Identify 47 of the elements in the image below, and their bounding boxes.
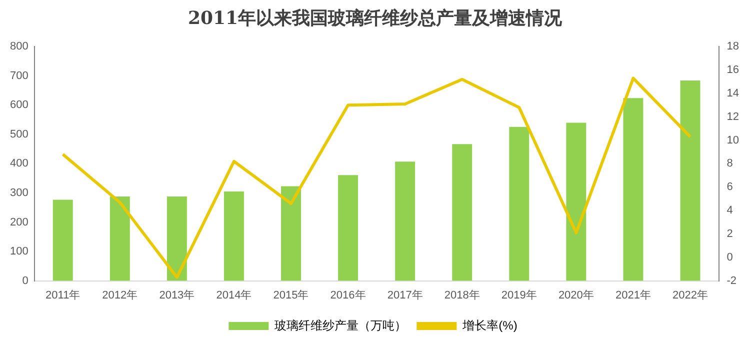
bar [338,175,358,281]
x-tick-label: 2021年 [615,289,651,302]
x-tick-label: 2019年 [501,289,537,302]
x-tick-label: 2016年 [330,289,366,302]
x-tick-label: 2022年 [672,289,708,302]
y2-tick-label: 0 [726,251,733,264]
y-tick-label: 400 [10,158,28,170]
x-tick-label: 2015年 [273,289,309,302]
y-tick-label: 800 [10,40,28,53]
y-tick-label: 600 [10,99,28,112]
legend-label: 增长率(%) [462,318,518,332]
bar [452,144,472,281]
y2-tick-label: 6 [726,181,733,194]
y2-tick-label: 14 [726,87,740,100]
y-tick-label: 500 [10,128,28,140]
bar [395,162,416,281]
x-tick-label: 2012年 [102,289,138,302]
bar [509,126,530,281]
bar [680,80,700,281]
y2-tick-label: 8 [726,158,733,170]
y-tick-label: 100 [10,246,28,258]
x-tick-label: 2020年 [558,289,594,302]
y2-tick-label: 16 [726,64,740,76]
bar [281,186,301,281]
y2-tick-label: -2 [726,274,737,287]
y2-tick-label: 18 [726,40,740,53]
bar [224,192,244,281]
y-tick-label: 0 [22,274,28,287]
y-tick-label: 300 [10,187,28,200]
x-tick-label: 2013年 [159,289,195,302]
x-tick-label: 2018年 [444,289,480,302]
y2-tick-label: 2 [726,228,733,240]
x-tick-label: 2014年 [216,289,252,302]
bar [166,196,187,281]
bar [623,98,644,281]
y2-tick-label: 10 [726,134,740,146]
bar [52,200,73,281]
bar [110,196,130,281]
y2-tick-label: 12 [726,110,740,123]
y2-tick-label: 4 [726,204,733,217]
y-tick-label: 700 [10,70,28,82]
chart-title: 2011年以来我国玻璃纤维纱总产量及增速情况 [186,7,564,31]
y-tick-label: 200 [10,216,28,228]
legend-label: 玻璃纤维纱产量（万吨） [274,318,407,332]
x-tick-label: 2017年 [387,289,423,302]
bar [566,122,586,281]
x-tick-label: 2011年 [46,289,80,302]
